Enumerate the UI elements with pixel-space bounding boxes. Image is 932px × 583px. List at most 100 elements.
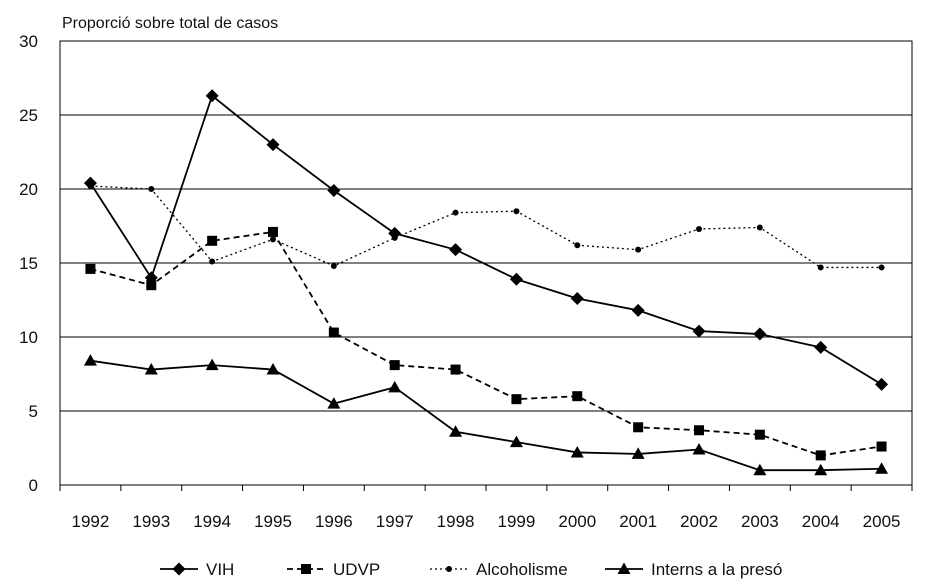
legend-label-alcoholisme: Alcoholisme <box>476 560 568 579</box>
series-interns-a-la-pres <box>83 354 889 476</box>
data-point-alcoholisme <box>391 234 398 241</box>
series-vih <box>83 89 889 391</box>
gridlines <box>60 40 912 412</box>
data-point-vih <box>570 292 584 306</box>
legend-label-udvp: UDVP <box>333 560 380 579</box>
data-point-udvp <box>389 360 400 371</box>
legend-item-alcoholisme: Alcoholisme <box>430 560 568 579</box>
x-tick-label: 1998 <box>437 512 475 531</box>
x-tick-label: 1993 <box>132 512 170 531</box>
legend-marker-interns-a-la-pres <box>617 562 631 574</box>
data-point-alcoholisme <box>452 209 459 216</box>
data-point-udvp <box>450 364 461 375</box>
x-tick-label: 2001 <box>619 512 657 531</box>
data-point-alcoholisme <box>878 264 885 271</box>
data-point-interns-a-la-pres <box>814 463 828 476</box>
data-point-vih <box>814 340 828 354</box>
x-tick-label: 1995 <box>254 512 292 531</box>
data-point-alcoholisme <box>148 186 155 192</box>
x-tick-label: 2005 <box>863 512 901 531</box>
data-point-interns-a-la-pres <box>570 445 584 458</box>
legend-item-udvp: UDVP <box>287 560 380 579</box>
y-tick-label: 10 <box>19 328 38 347</box>
data-point-udvp <box>268 226 278 237</box>
data-point-udvp <box>876 441 887 452</box>
data-point-vih <box>509 272 523 286</box>
legend-item-vih: VIH <box>160 560 234 579</box>
data-point-interns-a-la-pres <box>144 363 158 375</box>
data-point-alcoholisme <box>87 183 94 190</box>
data-point-vih <box>449 243 463 257</box>
data-point-interns-a-la-pres <box>205 358 219 371</box>
data-point-alcoholisme <box>209 258 216 265</box>
data-point-interns-a-la-pres <box>266 363 280 375</box>
x-tick-label: 1992 <box>72 512 110 531</box>
data-point-udvp <box>328 327 339 338</box>
series-layer <box>83 89 889 476</box>
data-point-vih <box>631 303 645 317</box>
data-point-udvp <box>754 429 765 440</box>
data-point-alcoholisme <box>574 242 581 249</box>
legend-marker-alcoholisme <box>446 566 452 572</box>
legend-label-vih: VIH <box>206 560 234 579</box>
x-tick-label: 1997 <box>376 512 414 531</box>
data-point-vih <box>388 226 402 240</box>
legend: VIH UDVP Alcoholisme Interns a la presó <box>160 560 782 579</box>
data-point-udvp <box>694 425 704 436</box>
data-point-interns-a-la-pres <box>875 462 889 474</box>
data-point-udvp <box>572 391 583 402</box>
data-point-alcoholisme <box>513 208 520 215</box>
x-tick-label: 2003 <box>741 512 779 531</box>
data-point-udvp <box>815 450 826 461</box>
series-alcoholisme <box>87 183 885 271</box>
y-axis-title: Proporció sobre total de casos <box>62 15 278 32</box>
data-point-vih <box>266 138 280 152</box>
data-point-udvp <box>207 235 218 246</box>
x-tick-label: 2002 <box>680 512 718 531</box>
data-point-udvp <box>511 394 522 405</box>
series-line-udvp <box>90 230 882 457</box>
x-tick-label: 2004 <box>802 512 840 531</box>
legend-item-interns-a-la-pres: Interns a la presó <box>605 560 782 579</box>
y-tick-label: 25 <box>19 106 38 125</box>
data-point-alcoholisme <box>817 264 824 271</box>
data-point-alcoholisme <box>270 236 276 243</box>
legend-marker-vih <box>172 562 186 576</box>
y-tick-label: 30 <box>19 32 38 51</box>
data-point-vih <box>692 324 706 338</box>
data-point-alcoholisme <box>756 224 763 231</box>
y-tick-label: 20 <box>19 180 38 199</box>
data-point-interns-a-la-pres <box>692 442 706 455</box>
x-tick-label: 1996 <box>315 512 353 531</box>
data-point-interns-a-la-pres <box>753 463 767 476</box>
data-point-alcoholisme <box>696 225 702 232</box>
data-point-udvp <box>633 422 644 433</box>
x-axis-ticks: 1992 1993 1994 1995 1996 1997 1998 1999 2000 2001… <box>72 512 901 531</box>
data-point-interns-a-la-pres <box>631 447 645 459</box>
legend-marker-udvp <box>301 564 311 574</box>
y-tick-label: 5 <box>29 402 38 421</box>
data-point-alcoholisme <box>330 262 337 269</box>
y-tick-label: 0 <box>29 476 38 495</box>
axes <box>59 40 913 491</box>
data-point-interns-a-la-pres <box>83 354 97 366</box>
y-tick-label: 15 <box>19 254 38 273</box>
data-point-interns-a-la-pres <box>327 397 341 409</box>
series-line-interns-a-la-pres <box>90 359 882 472</box>
data-point-interns-a-la-pres <box>509 435 523 448</box>
series-line-vih <box>89 94 883 386</box>
data-point-vih <box>753 327 767 341</box>
x-tick-label: 1994 <box>193 512 231 531</box>
data-point-vih <box>875 377 889 391</box>
y-axis-ticks: 0 5 10 15 20 25 30 <box>19 32 38 495</box>
data-point-vih <box>327 183 341 197</box>
series-udvp <box>85 226 887 461</box>
legend-label-interns-a-la-pres: Interns a la presó <box>651 560 782 579</box>
data-point-vih <box>205 89 219 103</box>
series-line-alcoholisme <box>90 185 882 269</box>
data-point-udvp <box>85 263 96 274</box>
data-point-alcoholisme <box>635 246 642 253</box>
data-point-interns-a-la-pres <box>388 380 402 393</box>
data-point-udvp <box>146 280 157 291</box>
